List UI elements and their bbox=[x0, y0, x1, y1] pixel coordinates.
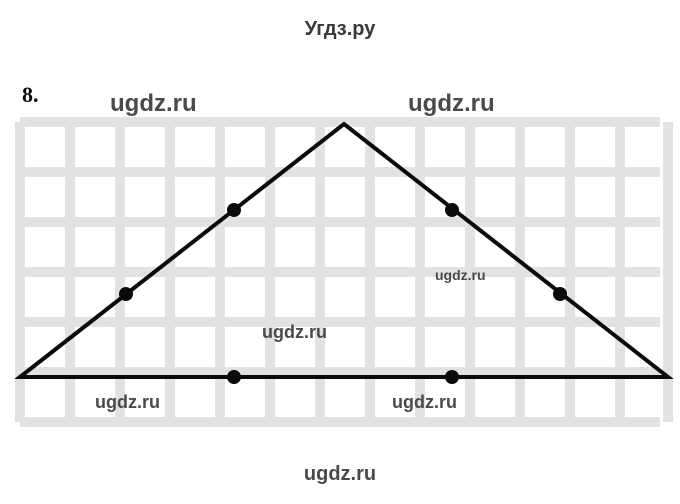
triangle-diagram bbox=[0, 62, 680, 442]
watermark: ugdz.ru bbox=[392, 392, 457, 413]
footer-watermark: ugdz.ru bbox=[0, 463, 680, 486]
watermark: ugdz.ru bbox=[95, 392, 160, 413]
watermark: ugdz.ru bbox=[435, 267, 486, 283]
mark-points bbox=[119, 203, 567, 384]
watermark: ugdz.ru bbox=[262, 322, 327, 343]
watermark: ugdz.ru bbox=[110, 90, 197, 118]
site-header: Угдз.ру bbox=[0, 18, 680, 41]
watermark: ugdz.ru bbox=[408, 90, 495, 118]
